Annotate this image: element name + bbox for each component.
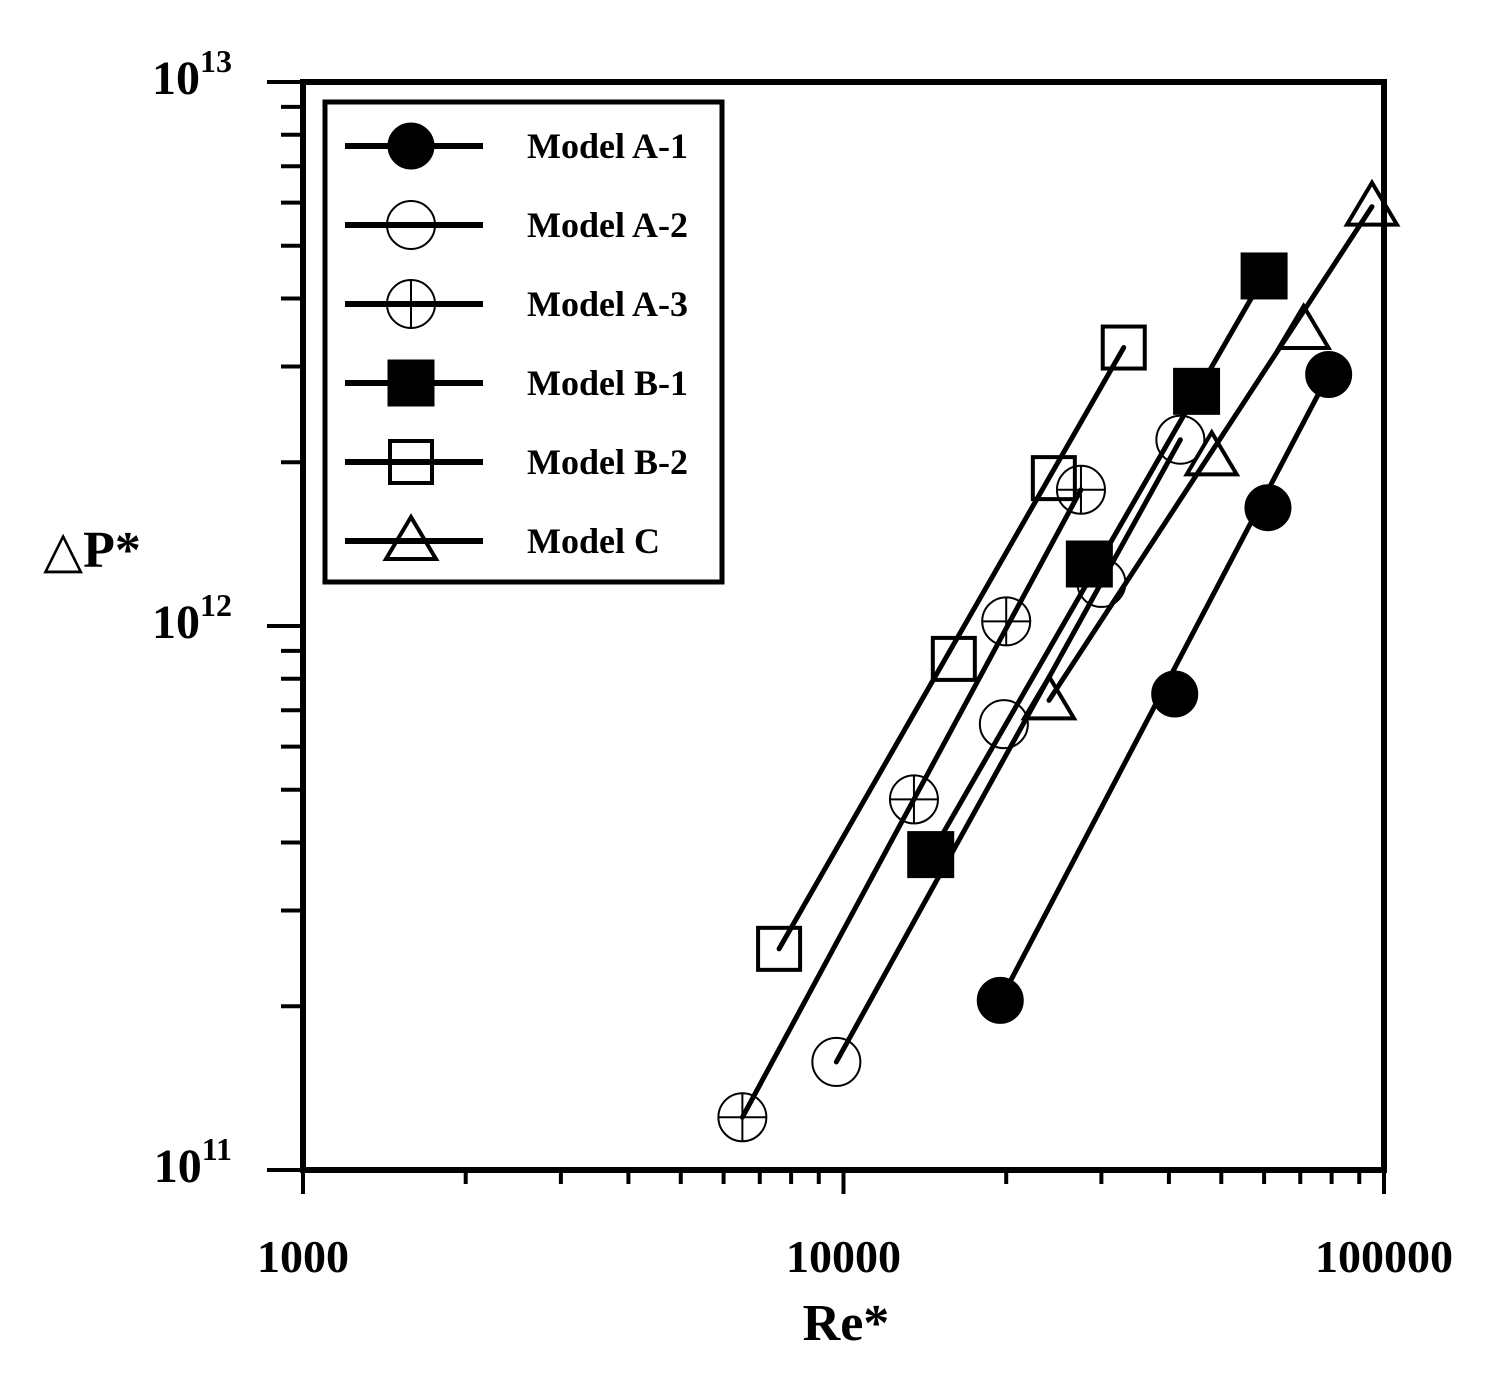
- marker-shape: [976, 976, 1024, 1024]
- data-point: [1275, 302, 1333, 351]
- marker-shape: [1305, 350, 1353, 398]
- data-point: [976, 976, 1024, 1024]
- marker-shape: [978, 699, 1029, 750]
- legend-marker: [387, 122, 435, 170]
- legend-marker: [387, 359, 435, 407]
- data-point: [930, 635, 977, 682]
- y-tick-label: 1011: [154, 1131, 232, 1193]
- legend-marker: [386, 200, 436, 250]
- data-point: [1030, 455, 1077, 502]
- marker-shape: [930, 635, 977, 682]
- data-point: [888, 774, 939, 825]
- series-model-c: [1020, 178, 1401, 721]
- data-point: [1305, 350, 1353, 398]
- series-model-a-1: [976, 350, 1353, 1024]
- legend-box: [322, 99, 725, 585]
- marker-shape: [907, 831, 955, 879]
- marker-shape: [386, 200, 436, 250]
- marker-shape: [1343, 178, 1401, 227]
- x-tick-label: 100000: [1315, 1231, 1453, 1282]
- legend-marker: [388, 439, 434, 485]
- marker-shape: [387, 359, 435, 407]
- x-tick-label: 10000: [786, 1231, 901, 1282]
- data-point: [1343, 178, 1401, 227]
- marker-shape: [1030, 455, 1077, 502]
- marker-shape: [1100, 324, 1147, 371]
- legend-label: Model A-3: [527, 284, 688, 324]
- marker-shape: [1151, 670, 1199, 718]
- marker-shape: [1020, 672, 1078, 721]
- series-line: [739, 487, 1084, 1120]
- data-point: [717, 1092, 768, 1143]
- series-line: [776, 345, 1127, 952]
- legend-entry: Model B-2: [345, 439, 688, 485]
- series-line: [1046, 204, 1375, 703]
- x-axis-label: Re*: [803, 1295, 890, 1352]
- data-point: [1100, 324, 1147, 371]
- data-point: [978, 699, 1029, 750]
- legend-label: Model A-2: [527, 205, 688, 245]
- data-point: [1240, 252, 1288, 300]
- marker-shape: [1275, 302, 1333, 351]
- legend-entry: Model B-1: [345, 359, 688, 407]
- marker-shape: [756, 925, 803, 972]
- marker-shape: [382, 513, 440, 561]
- series-model-b-2: [756, 324, 1147, 972]
- y-tick-label: 1013: [152, 43, 232, 105]
- data-point: [907, 831, 955, 879]
- series-model-b-1: [907, 252, 1288, 879]
- marker-shape: [1240, 252, 1288, 300]
- y-axis-label: △P*: [43, 522, 141, 579]
- data-point: [1055, 464, 1106, 515]
- data-point: [1173, 367, 1221, 415]
- legend-marker: [386, 279, 436, 329]
- legend-entry: Model C: [345, 513, 660, 561]
- legend-entry: Model A-2: [345, 200, 688, 250]
- marker-shape: [387, 122, 435, 170]
- data-point: [1020, 672, 1078, 721]
- marker-shape: [1244, 484, 1292, 532]
- x-tick-label: 1000: [257, 1231, 349, 1282]
- marker-shape: [1183, 428, 1241, 477]
- y-tick-label: 1012: [152, 587, 232, 649]
- series-model-a-3: [717, 464, 1106, 1143]
- axes: 1000 10000 100000 1011 1012 1013: [152, 43, 1453, 1282]
- marker-shape: [1173, 367, 1221, 415]
- legend: Model A-1 Model A-2 Model A-3 Model B-1 Mode…: [322, 99, 725, 585]
- data-point: [981, 596, 1032, 647]
- legend-entry: Model A-1: [345, 122, 688, 170]
- legend-label: Model A-1: [527, 126, 688, 166]
- data-point: [1155, 414, 1206, 465]
- data-point: [1151, 670, 1199, 718]
- legend-label: Model C: [527, 521, 660, 561]
- data-point: [756, 925, 803, 972]
- marker-shape: [811, 1036, 862, 1087]
- legend-label: Model B-2: [527, 442, 688, 482]
- series-line: [833, 437, 1183, 1065]
- legend-entry: Model A-3: [345, 279, 688, 329]
- legend-label: Model B-1: [527, 363, 688, 403]
- marker-shape: [1155, 414, 1206, 465]
- series-layer: [717, 178, 1401, 1143]
- legend-marker: [382, 513, 440, 561]
- data-point: [1244, 484, 1292, 532]
- marker-shape: [388, 439, 434, 485]
- data-point: [1065, 540, 1113, 588]
- data-point: [1183, 428, 1241, 477]
- data-point: [811, 1036, 862, 1087]
- marker-shape: [1065, 540, 1113, 588]
